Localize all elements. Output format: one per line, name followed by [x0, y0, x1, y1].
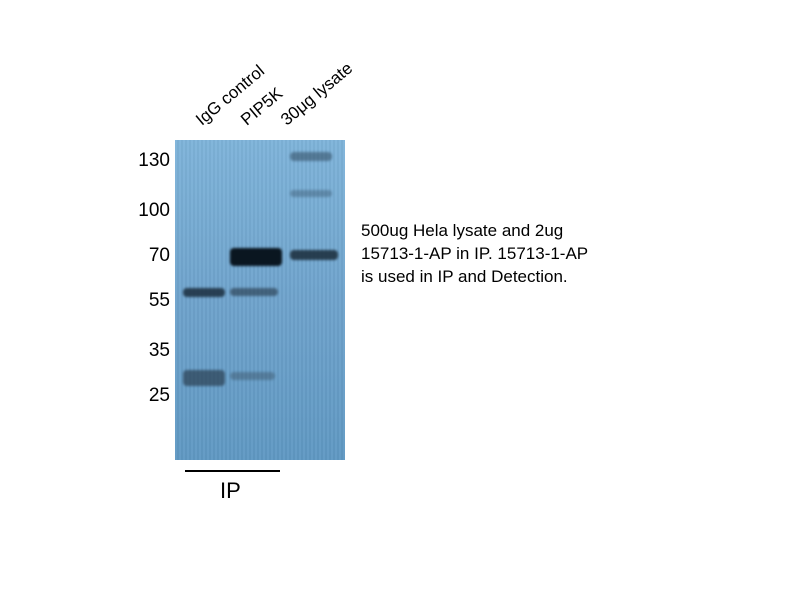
blot-band-3	[230, 288, 278, 296]
western-blot-image	[175, 140, 345, 460]
ip-underline	[185, 470, 280, 472]
figure-container: IgG control PIP5K 30μg lysate 130 100 70…	[115, 40, 675, 520]
blot-texture	[175, 140, 345, 460]
blot-band-7	[290, 250, 338, 260]
lane-labels-group: IgG control PIP5K 30μg lysate	[195, 30, 395, 130]
mw-55: 55	[115, 290, 170, 312]
blot-band-5	[290, 152, 332, 161]
lane-label-lysate: 30μg lysate	[277, 59, 357, 130]
blot-band-0	[183, 288, 225, 297]
blot-band-2	[230, 248, 282, 266]
mw-100: 100	[115, 200, 170, 222]
blot-band-4	[230, 372, 275, 380]
ip-label: IP	[220, 478, 241, 504]
figure-description: 500ug Hela lysate and 2ug 15713-1-AP in …	[361, 220, 601, 289]
mw-70: 70	[115, 245, 170, 267]
mw-25: 25	[115, 385, 170, 407]
blot-band-6	[290, 190, 332, 197]
blot-band-1	[183, 370, 225, 386]
mw-35: 35	[115, 340, 170, 362]
mw-130: 130	[115, 150, 170, 172]
